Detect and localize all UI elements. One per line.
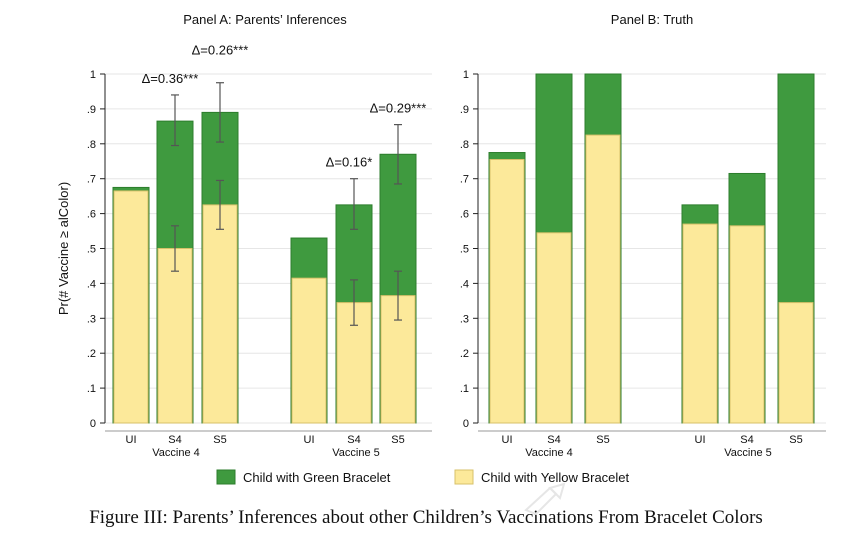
- x-tick-label: UI: [695, 434, 706, 446]
- y-tick-label: 1: [463, 69, 469, 81]
- y-tick-label: .1: [87, 383, 96, 395]
- y-tick-label: .9: [460, 104, 469, 116]
- y-tick-label: .8: [87, 139, 96, 151]
- x-tick-label: S5: [596, 434, 609, 446]
- x-tick-label: S5: [391, 434, 404, 446]
- y-axis-title: Pr(# Vaccine ≥ alColor): [56, 182, 71, 315]
- legend-label: Child with Green Bracelet: [243, 470, 391, 485]
- x-tick-label: S4: [168, 434, 181, 446]
- y-tick-label: .9: [87, 104, 96, 116]
- y-tick-label: .7: [460, 174, 469, 186]
- x-group-label: Vaccine 4: [525, 447, 573, 459]
- y-tick-label: .4: [460, 278, 469, 290]
- bar-yellow: [157, 248, 193, 424]
- bar-yellow: [585, 134, 621, 424]
- y-tick-label: 0: [463, 418, 469, 430]
- y-tick-label: .5: [460, 244, 469, 256]
- y-tick-label: .5: [87, 244, 96, 256]
- y-tick-label: .4: [87, 278, 96, 290]
- arrow-watermark-icon: [524, 482, 566, 516]
- x-tick-label: S4: [547, 434, 560, 446]
- y-tick-label: .6: [460, 209, 469, 221]
- x-tick-label: S5: [789, 434, 802, 446]
- y-tick-label: 1: [90, 69, 96, 81]
- bar-yellow: [202, 204, 238, 424]
- y-tick-label: .2: [87, 348, 96, 360]
- delta-annotation: Δ=0.26***: [192, 43, 249, 58]
- x-group-label: Vaccine 4: [152, 447, 200, 459]
- legend-swatch: [216, 469, 236, 485]
- x-group-label: Vaccine 5: [332, 447, 380, 459]
- x-tick-label: S4: [347, 434, 360, 446]
- y-tick-label: .2: [460, 348, 469, 360]
- x-tick-label: UI: [502, 434, 513, 446]
- delta-annotation: Δ=0.16*: [326, 155, 373, 170]
- panel-title: Panel B: Truth: [611, 12, 693, 27]
- bar-yellow: [729, 225, 765, 424]
- panel-title: Panel A: Parents’ Inferences: [183, 12, 347, 27]
- y-tick-label: .7: [87, 174, 96, 186]
- y-tick-label: .6: [87, 209, 96, 221]
- bar-yellow: [291, 277, 327, 424]
- x-tick-label: UI: [126, 434, 137, 446]
- bar-yellow: [778, 302, 814, 424]
- bar-yellow: [682, 223, 718, 424]
- bar-yellow: [113, 190, 149, 424]
- figure-caption: Figure III: Parents’ Inferences about ot…: [89, 507, 763, 528]
- y-tick-label: 0: [90, 418, 96, 430]
- x-tick-label: S5: [213, 434, 226, 446]
- bar-yellow: [489, 159, 525, 424]
- y-tick-label: .1: [460, 383, 469, 395]
- x-tick-label: UI: [304, 434, 315, 446]
- x-group-label: Vaccine 5: [724, 447, 772, 459]
- x-tick-label: S4: [740, 434, 753, 446]
- legend-swatch: [454, 469, 474, 485]
- delta-annotation: Δ=0.29***: [370, 101, 427, 116]
- y-tick-label: .3: [87, 313, 96, 325]
- y-tick-label: .3: [460, 313, 469, 325]
- legend-label: Child with Yellow Bracelet: [481, 470, 630, 485]
- y-tick-label: .8: [460, 139, 469, 151]
- delta-annotation: Δ=0.36***: [142, 71, 199, 86]
- bar-yellow: [536, 232, 572, 424]
